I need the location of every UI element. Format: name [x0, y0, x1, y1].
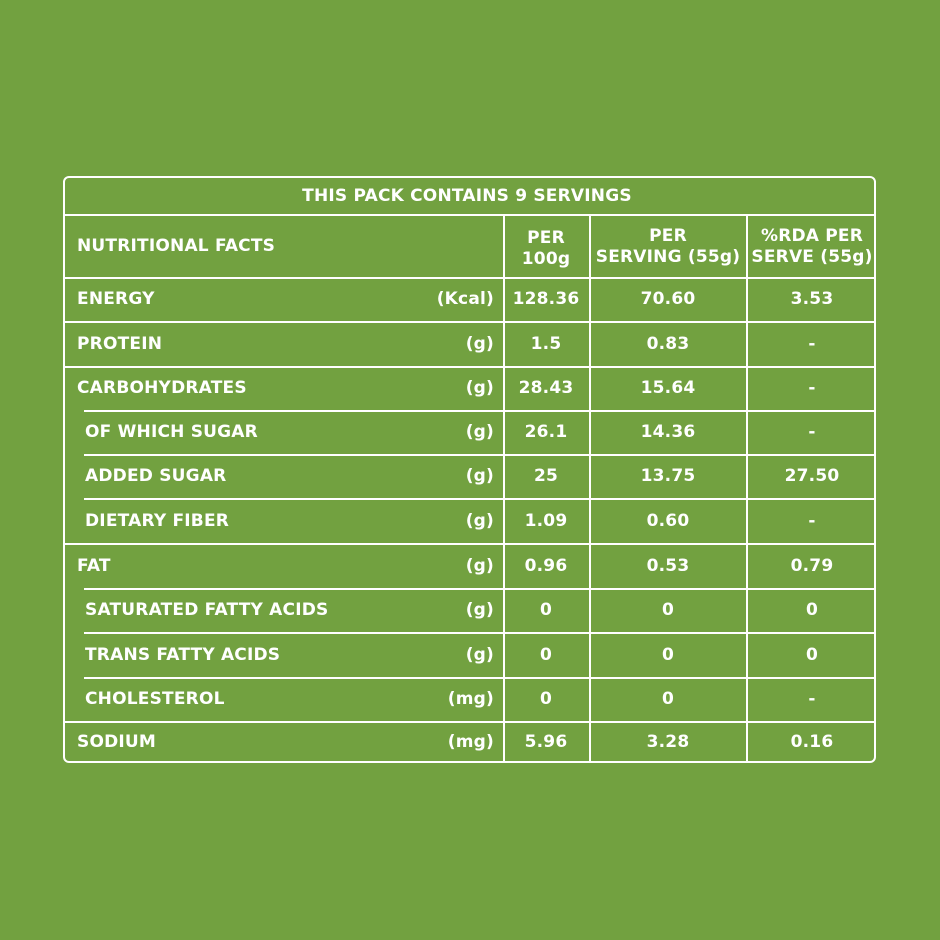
nutrient-unit: (g): [465, 645, 494, 665]
value-per-100g: 25: [533, 466, 559, 486]
row-divider: [63, 721, 876, 723]
value-per-100g: 0.96: [524, 556, 568, 576]
column-divider-3: [746, 214, 748, 763]
nutrient-name: SODIUM: [77, 732, 157, 752]
column-divider-2: [589, 214, 591, 763]
value-per-100g: 0: [539, 645, 553, 665]
value-per-100g: 0: [539, 600, 553, 620]
row-divider: [84, 632, 876, 634]
header-per-serving: PER SERVING (55g): [596, 226, 741, 268]
nutrient-unit: (g): [465, 511, 494, 531]
value-rda: 0.16: [790, 732, 834, 752]
row-divider: [84, 410, 876, 412]
value-per-100g: 128.36: [512, 289, 580, 309]
nutrient-unit: (g): [465, 600, 494, 620]
value-per-serving: 0.53: [646, 556, 690, 576]
value-per-serving: 13.75: [640, 466, 696, 486]
table-title: THIS PACK CONTAINS 9 SERVINGS: [302, 186, 632, 206]
value-per-100g: 1.09: [524, 511, 568, 531]
value-per-serving: 0.83: [646, 334, 690, 354]
header-rda-line1: %RDA PER: [760, 226, 864, 246]
value-rda: -: [808, 378, 816, 398]
header-rda-line2: SERVE (55g): [751, 247, 873, 267]
value-per-serving: 3.28: [646, 732, 690, 752]
value-rda: -: [808, 689, 816, 709]
nutrient-unit: (g): [465, 466, 494, 486]
value-per-serving: 70.60: [640, 289, 696, 309]
header-per-100g-line1: PER: [527, 228, 565, 248]
nutrient-name: FAT: [77, 556, 111, 576]
column-divider-1: [503, 214, 505, 763]
row-divider: [84, 588, 876, 590]
value-per-serving: 0: [661, 600, 675, 620]
title-divider: [63, 214, 876, 216]
nutrient-name: TRANS FATTY ACIDS: [85, 645, 281, 665]
value-per-100g: 5.96: [524, 732, 568, 752]
row-divider: [84, 498, 876, 500]
value-rda: 0: [805, 645, 819, 665]
nutrient-name: ENERGY: [77, 289, 155, 309]
header-per-100g: PER 100g: [522, 228, 570, 270]
nutrient-unit: (g): [465, 422, 494, 442]
nutrient-unit: (g): [465, 378, 494, 398]
nutrient-unit: (mg): [447, 689, 494, 709]
nutrient-unit: (Kcal): [436, 289, 494, 309]
value-per-100g: 28.43: [518, 378, 574, 398]
value-rda: 3.53: [790, 289, 834, 309]
nutrient-name: PROTEIN: [77, 334, 163, 354]
nutrient-name: ADDED SUGAR: [85, 466, 227, 486]
nutrient-name: CHOLESTEROL: [85, 689, 225, 709]
row-divider: [84, 454, 876, 456]
nutrition-table: [63, 176, 876, 763]
value-rda: -: [808, 334, 816, 354]
value-per-serving: 15.64: [640, 378, 696, 398]
header-per-serving-line1: PER: [649, 226, 687, 246]
header-per-serving-line2: SERVING (55g): [595, 247, 741, 267]
nutrient-name: SATURATED FATTY ACIDS: [85, 600, 329, 620]
nutrient-unit: (g): [465, 334, 494, 354]
header-per-100g-line2: 100g: [521, 249, 571, 269]
header-divider: [63, 277, 876, 279]
nutrient-unit: (mg): [447, 732, 494, 752]
row-divider: [63, 321, 876, 323]
nutrient-unit: (g): [465, 556, 494, 576]
value-per-100g: 1.5: [530, 334, 562, 354]
value-rda: 0: [805, 600, 819, 620]
nutrient-name: DIETARY FIBER: [85, 511, 230, 531]
row-divider: [63, 366, 876, 368]
value-per-serving: 0.60: [646, 511, 690, 531]
value-per-serving: 0: [661, 645, 675, 665]
nutrient-name: CARBOHYDRATES: [77, 378, 247, 398]
value-per-100g: 0: [539, 689, 553, 709]
value-rda: 0.79: [790, 556, 834, 576]
value-rda: 27.50: [784, 466, 840, 486]
value-per-100g: 26.1: [524, 422, 568, 442]
value-rda: -: [808, 511, 816, 531]
row-divider: [63, 543, 876, 545]
row-divider: [84, 677, 876, 679]
nutrient-name: OF WHICH SUGAR: [85, 422, 258, 442]
value-per-serving: 0: [661, 689, 675, 709]
header-rda: %RDA PER SERVE (55g): [751, 226, 872, 268]
value-per-serving: 14.36: [640, 422, 696, 442]
header-label: NUTRITIONAL FACTS: [77, 236, 276, 256]
value-rda: -: [808, 422, 816, 442]
